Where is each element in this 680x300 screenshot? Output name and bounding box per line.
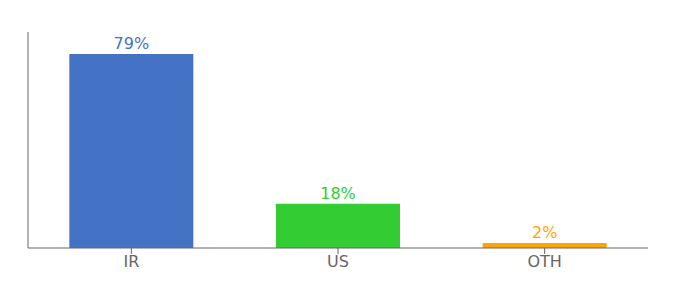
svg-text:OTH: OTH bbox=[527, 252, 561, 271]
svg-text:US: US bbox=[327, 252, 349, 271]
svg-text:18%: 18% bbox=[320, 184, 356, 203]
svg-text:2%: 2% bbox=[532, 223, 557, 242]
svg-text:IR: IR bbox=[123, 252, 139, 271]
svg-text:79%: 79% bbox=[114, 34, 150, 53]
